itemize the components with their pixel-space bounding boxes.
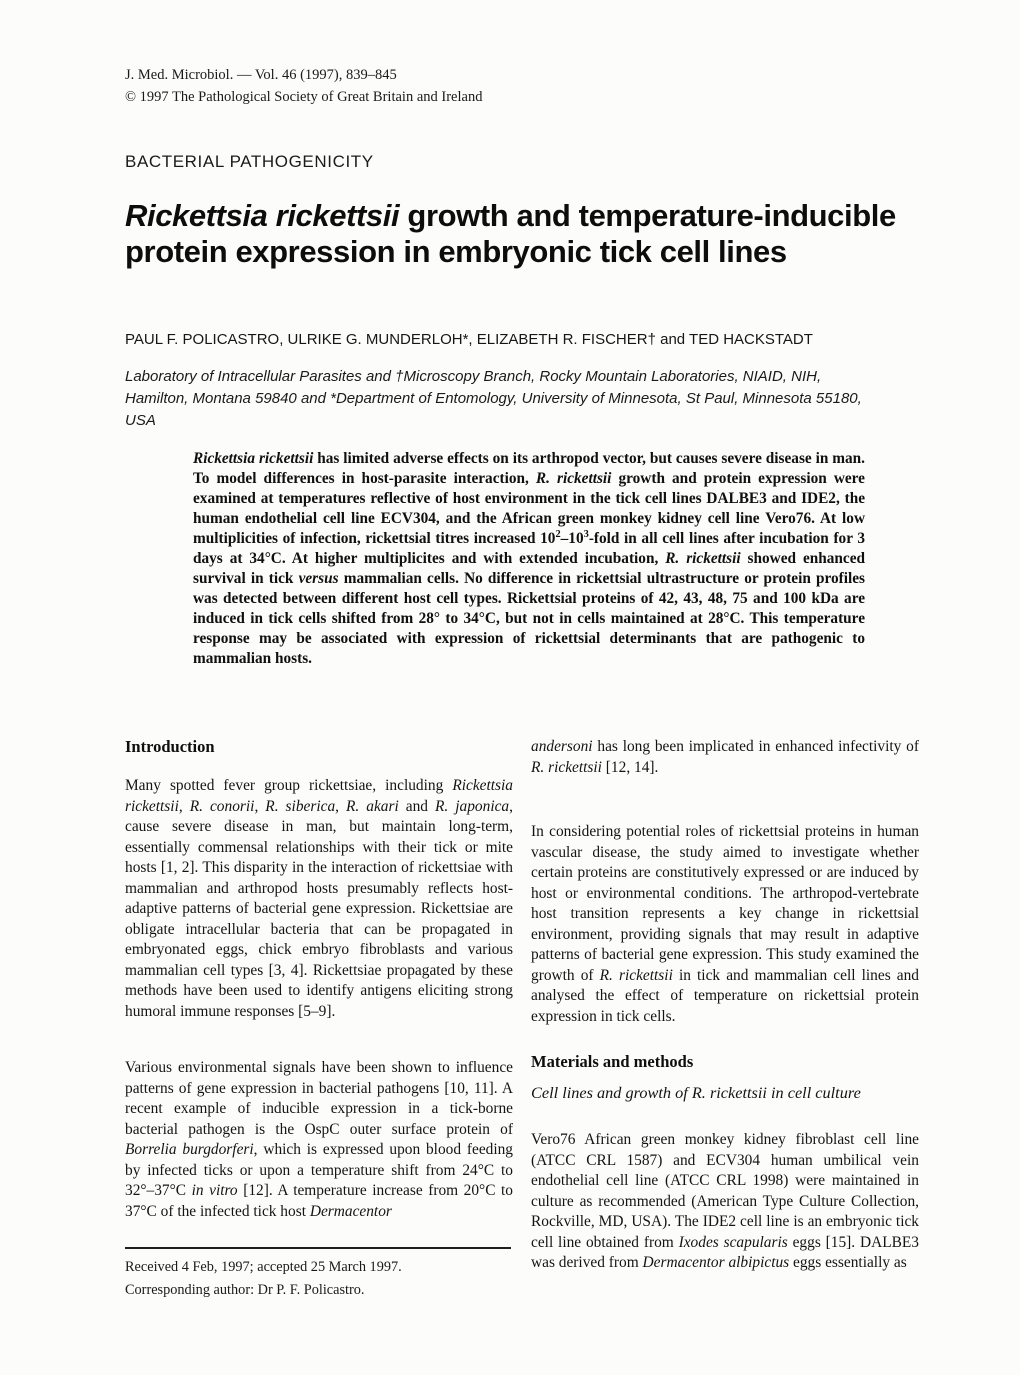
section-label: BACTERIAL PATHOGENICITY: [125, 152, 374, 171]
introduction-para-2: Various environmental signals have been …: [125, 1059, 514, 1220]
introduction-para-1: Many spotted fever group rickettsiae, in…: [125, 777, 513, 1020]
footnote-received-line: Received 4 Feb, 1997; accepted 25 March …: [125, 1259, 402, 1275]
introduction-heading: Introduction: [125, 737, 215, 756]
materials-subheading: Cell lines and growth of R. rickettsii i…: [531, 1083, 861, 1102]
introduction-para-3: andersoni has long been implicated in en…: [531, 738, 919, 776]
abstract-paragraph: Rickettsia rickettsii has limited advers…: [193, 450, 866, 667]
materials-para-1: Vero76 African green monkey kidney fibro…: [531, 1131, 919, 1271]
journal-citation-line: J. Med. Microbiol. — Vol. 46 (1997), 839…: [125, 67, 397, 83]
materials-heading: Materials and methods: [531, 1052, 694, 1071]
copyright-line: © 1997 The Pathological Society of Great…: [125, 89, 483, 105]
footnote-divider: [125, 1247, 511, 1249]
article-title: Rickettsia rickettsii growth and tempera…: [125, 198, 896, 269]
journal-header: J. Med. Microbiol. — Vol. 46 (1997), 839…: [125, 64, 725, 108]
footnote-corresponding-line: Corresponding author: Dr P. F. Policastr…: [125, 1282, 365, 1298]
introduction-para-4: In considering potential roles of ricket…: [531, 823, 920, 1025]
authors-line: PAUL F. POLICASTRO, ULRIKE G. MUNDERLOH*…: [125, 331, 813, 348]
footnote: Received 4 Feb, 1997; accepted 25 March …: [125, 1256, 525, 1302]
affiliation: Laboratory of Intracellular Parasites an…: [125, 368, 862, 429]
